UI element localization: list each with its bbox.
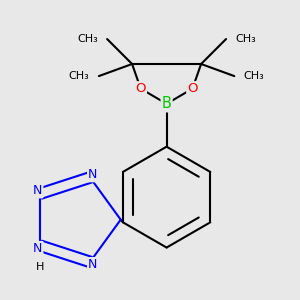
Text: O: O xyxy=(187,82,198,95)
Text: N: N xyxy=(33,184,42,197)
Text: N: N xyxy=(33,242,42,255)
Text: N: N xyxy=(88,168,98,181)
Text: CH₃: CH₃ xyxy=(235,34,256,44)
Text: B: B xyxy=(162,96,172,111)
Text: CH₃: CH₃ xyxy=(244,71,264,81)
Text: O: O xyxy=(136,82,146,95)
Text: CH₃: CH₃ xyxy=(69,71,90,81)
Text: H: H xyxy=(36,262,45,272)
Text: CH₃: CH₃ xyxy=(77,34,98,44)
Text: N: N xyxy=(88,258,98,271)
